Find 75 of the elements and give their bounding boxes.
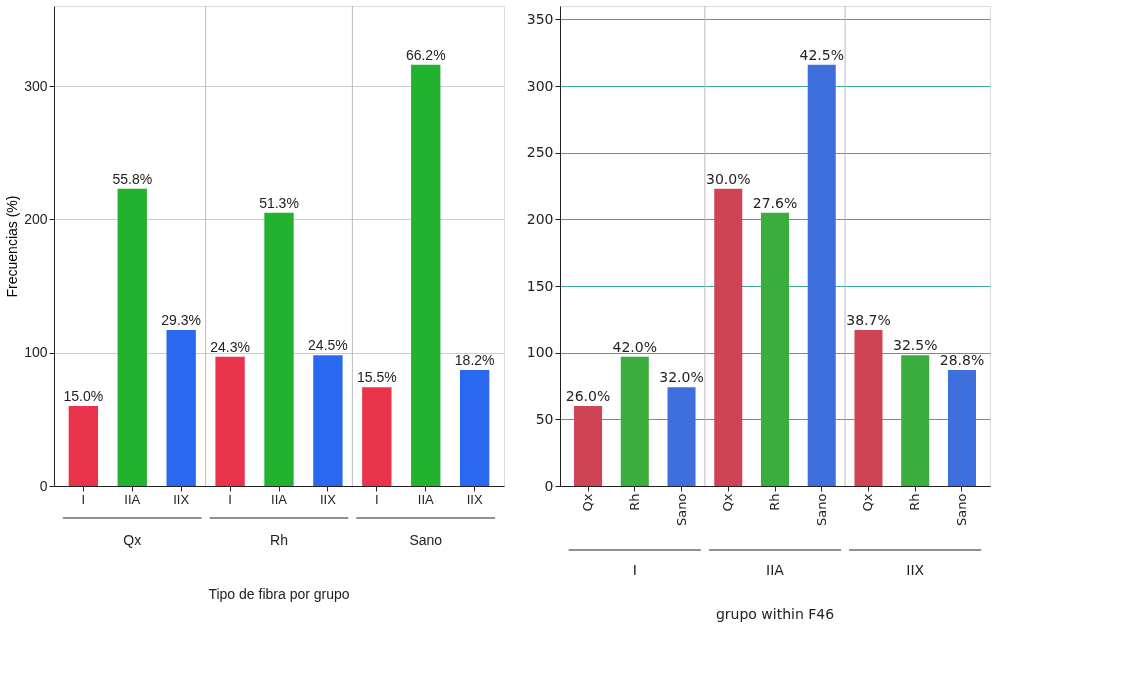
annotation: 30.0%	[706, 170, 751, 187]
bar	[901, 355, 930, 486]
bar	[714, 188, 743, 486]
bar	[117, 188, 147, 486]
x-tick-label: IIA	[766, 562, 785, 578]
annotation: 66.2%	[405, 46, 446, 63]
text: IIA	[417, 491, 434, 507]
x-tick-label: Sano	[409, 532, 443, 548]
text: Sano	[673, 493, 689, 526]
text: Sano	[813, 493, 829, 526]
x-axis-title: grupo within F46	[715, 606, 835, 622]
text: IIA	[271, 491, 287, 507]
bar	[166, 330, 196, 486]
x-tick-label: I	[632, 562, 637, 578]
text: Qx	[860, 493, 876, 512]
y-tick-label: 100	[24, 344, 48, 361]
annotation: 24.3%	[210, 338, 250, 355]
text: I	[228, 491, 232, 507]
series-label: I	[81, 491, 86, 507]
y-tick-label: 300	[24, 77, 48, 94]
annotation: 18.2%	[454, 352, 495, 368]
bar	[264, 212, 294, 486]
x-axis-title: Tipo de fibra por grupo	[208, 586, 350, 602]
text: IIX	[466, 491, 483, 507]
bar	[362, 387, 392, 486]
y-tick-label: 100	[526, 344, 554, 361]
y-tick-label: 300	[526, 77, 554, 94]
text: Qx	[720, 493, 736, 512]
text: Qx	[580, 493, 596, 512]
annotation: 55.8%	[112, 170, 153, 187]
annotation: 28.8%	[939, 352, 985, 368]
y-tick-label: 250	[526, 144, 554, 161]
y-tick-label: 200	[24, 210, 48, 227]
annotation: 38.7%	[846, 312, 891, 328]
y-tick-label: 200	[526, 210, 554, 227]
bar	[68, 406, 99, 486]
text: IIX	[319, 491, 336, 507]
annotation: 51.3%	[259, 194, 299, 211]
bar	[807, 64, 836, 486]
y-axis-title: Frecuencias (%)	[4, 195, 21, 298]
annotation: 15.0%	[63, 388, 104, 404]
annotation: 29.3%	[161, 312, 202, 328]
y-tick-label: 150	[526, 277, 554, 294]
text: Rh	[767, 493, 782, 511]
x-tick-label: IIX	[906, 562, 925, 578]
bar	[947, 370, 976, 486]
bar	[313, 355, 343, 486]
bar	[215, 356, 245, 486]
x-tick-label: Qx	[123, 532, 142, 548]
text: I	[375, 491, 379, 507]
annotation: 42.5%	[799, 46, 844, 63]
annotation: 42.0%	[612, 338, 658, 355]
annotation: 15.5%	[356, 369, 397, 386]
text: Rh	[907, 493, 923, 511]
bar	[459, 370, 490, 486]
text: Sano	[953, 493, 969, 526]
bar	[411, 64, 441, 486]
bar	[760, 212, 790, 486]
series-label: IIA	[124, 491, 141, 507]
annotation: 32.0%	[659, 369, 704, 386]
y-tick-label: 0	[544, 477, 554, 494]
series-label: IIX	[173, 491, 190, 507]
annotation: 27.6%	[752, 194, 798, 211]
annotation: 24.5%	[308, 337, 348, 354]
annotation: 26.0%	[565, 388, 611, 404]
y-tick-label: 0	[39, 477, 48, 494]
y-tick-label: 350	[526, 10, 554, 27]
y-tick-label: 50	[535, 410, 554, 427]
bar	[620, 356, 649, 486]
bar	[574, 406, 603, 486]
text: Rh	[626, 493, 642, 511]
annotation: 32.5%	[892, 337, 938, 354]
bar	[667, 387, 696, 486]
bar	[854, 330, 883, 486]
x-tick-label: Rh	[270, 532, 288, 548]
